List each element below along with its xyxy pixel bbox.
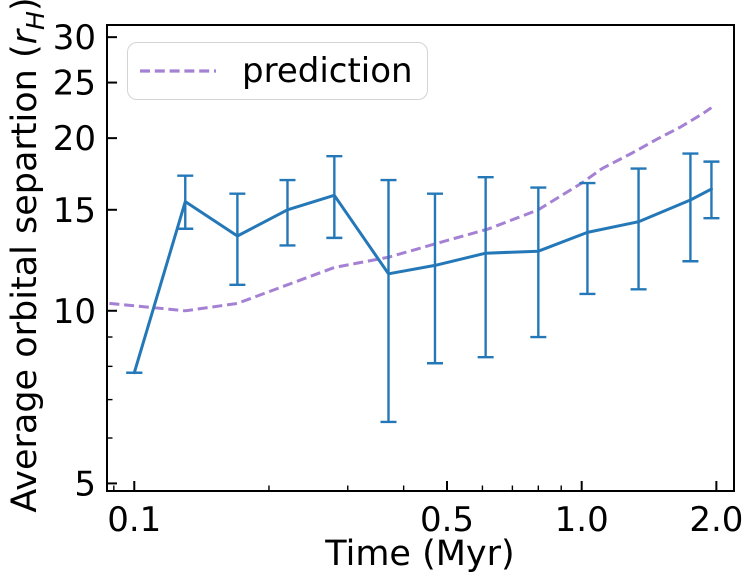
y-tick-label: 5	[74, 464, 96, 504]
y-tick-label: 25	[53, 64, 96, 104]
y-tick-label: 15	[53, 191, 96, 231]
x-axis-ticks: 0.1 0.5 1.0 2.0	[107, 481, 743, 540]
y-tick-label: 30	[53, 18, 96, 58]
x-tick-label: 0.5	[420, 500, 474, 540]
prediction-legend-line	[140, 69, 216, 73]
y-axis-label-text: Average orbital separtion (	[4, 44, 45, 513]
y-tick-label: 20	[53, 119, 96, 159]
x-tick-label: 1.0	[555, 500, 609, 540]
legend-label: prediction	[242, 51, 413, 91]
x-axis-label: Time (Myr)	[325, 534, 515, 574]
y-axis-label-close: )	[4, 0, 45, 12]
y-axis-label: Average orbital separtion (rH)	[4, 0, 50, 513]
y-tick-label: 10	[53, 292, 96, 332]
axes-frame	[106, 24, 735, 492]
x-tick-label: 2.0	[689, 500, 743, 540]
y-axis-label-variable: r	[4, 29, 45, 45]
prediction-line	[109, 106, 713, 313]
data-line	[132, 187, 713, 375]
x-tick-label: 0.1	[107, 500, 161, 540]
y-axis-ticks: 30 25 20 15 10 5	[53, 18, 117, 504]
y-axis-label-subscript: H	[20, 11, 50, 30]
legend: prediction	[127, 42, 428, 100]
error-bars	[126, 152, 720, 424]
